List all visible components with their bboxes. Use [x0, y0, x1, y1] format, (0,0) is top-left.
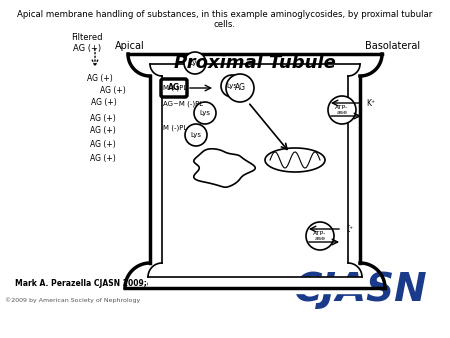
- Text: Filtered
AG (+): Filtered AG (+): [71, 33, 103, 53]
- FancyBboxPatch shape: [161, 79, 187, 97]
- Text: ATP-
ase: ATP- ase: [313, 231, 327, 241]
- Text: Lys: Lys: [189, 60, 201, 66]
- Text: CJASN: CJASN: [293, 271, 427, 309]
- Text: Lys: Lys: [226, 83, 238, 89]
- Text: ©2009 by American Society of Nephrology: ©2009 by American Society of Nephrology: [5, 297, 140, 303]
- Text: Basolateral: Basolateral: [365, 41, 420, 51]
- Text: Lys: Lys: [190, 132, 202, 138]
- Circle shape: [328, 96, 356, 124]
- Text: Apical: Apical: [115, 41, 145, 51]
- Text: Na⁺: Na⁺: [289, 238, 304, 246]
- Text: AG (+): AG (+): [90, 126, 116, 136]
- Circle shape: [185, 124, 207, 146]
- Text: K⁺: K⁺: [366, 98, 375, 107]
- Text: AG: AG: [168, 83, 180, 93]
- Circle shape: [184, 52, 206, 74]
- Text: AG (+): AG (+): [90, 141, 116, 149]
- Text: AG (+): AG (+): [87, 73, 113, 82]
- Text: AG: AG: [234, 83, 246, 93]
- Text: AG (+): AG (+): [100, 86, 126, 95]
- Circle shape: [306, 222, 334, 250]
- Circle shape: [226, 74, 254, 102]
- Text: Mark A. Perazella CJASN 2009;4:1275-1283: Mark A. Perazella CJASN 2009;4:1275-1283: [15, 279, 201, 288]
- Circle shape: [194, 102, 216, 124]
- Polygon shape: [194, 149, 255, 187]
- Text: AG (+): AG (+): [90, 153, 116, 163]
- Text: AG~M (-)PL: AG~M (-)PL: [163, 101, 203, 107]
- Text: K⁺: K⁺: [344, 224, 353, 234]
- Text: M (-)PL: M (-)PL: [163, 85, 187, 91]
- Text: ATP-
ase: ATP- ase: [335, 104, 349, 115]
- Polygon shape: [162, 76, 348, 263]
- Text: AG (+): AG (+): [90, 114, 116, 122]
- Text: Lys: Lys: [199, 110, 211, 116]
- Text: Proximal Tubule: Proximal Tubule: [174, 54, 336, 72]
- Polygon shape: [265, 148, 325, 172]
- Text: Apical membrane handling of substances, in this example aminoglycosides, by prox: Apical membrane handling of substances, …: [18, 10, 432, 29]
- Text: M (-)PL: M (-)PL: [163, 125, 187, 131]
- Circle shape: [221, 75, 243, 97]
- Text: AG (+): AG (+): [91, 98, 117, 107]
- Text: Na⁺: Na⁺: [311, 112, 326, 121]
